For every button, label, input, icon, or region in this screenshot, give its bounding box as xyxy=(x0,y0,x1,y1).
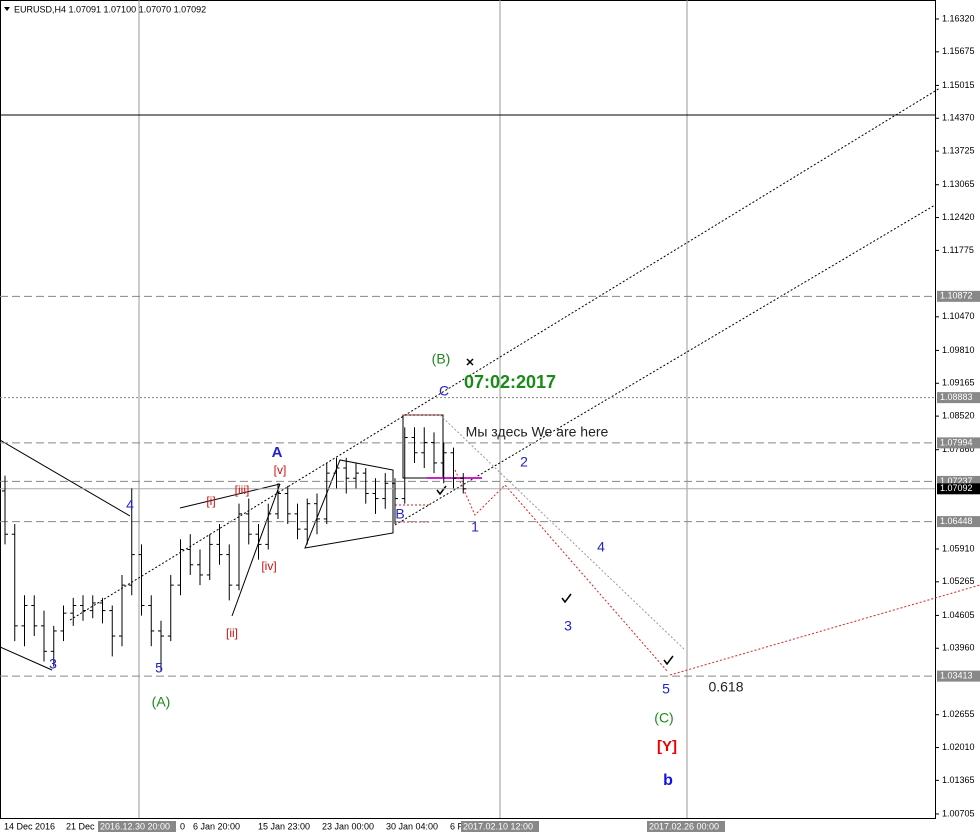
y-tick-label: 1.04605 xyxy=(942,610,975,620)
y-tick-label: 1.03960 xyxy=(942,643,975,653)
level-label-bg xyxy=(937,670,980,682)
x-tick-label: 6 F xyxy=(450,821,464,831)
wave-label: 5 xyxy=(662,681,670,697)
level-label: 1.10872 xyxy=(940,291,973,301)
wave-label: [v] xyxy=(274,463,287,477)
level-label: 1.06448 xyxy=(940,516,973,526)
level-label-bg xyxy=(937,483,980,495)
y-tick-label: 1.05265 xyxy=(942,576,975,586)
x-label-bg xyxy=(461,821,539,832)
level-label-bg xyxy=(937,392,980,404)
wave-label: 07:02:2017 xyxy=(464,372,556,392)
level-label-bg xyxy=(937,475,980,487)
x-tick-label: 2016.12.30 20:00 xyxy=(100,821,170,831)
wave-label: (A) xyxy=(152,694,171,710)
y-tick-label: 1.13725 xyxy=(942,145,975,155)
y-tick-label: 1.09165 xyxy=(942,378,975,388)
y-tick-label: 1.15015 xyxy=(942,80,975,90)
trend-line xyxy=(179,483,281,509)
y-tick-label: 1.12420 xyxy=(942,212,975,222)
plot-frame xyxy=(0,0,936,819)
wave-label: [ii] xyxy=(226,626,238,640)
wave-label: 4 xyxy=(126,497,134,513)
x-tick-label: 15 Jan 23:00 xyxy=(258,821,310,831)
channel-line xyxy=(394,204,936,526)
y-tick-label: 1.15675 xyxy=(942,46,975,56)
wave-label: [iii] xyxy=(235,483,250,497)
trend-line xyxy=(231,483,281,617)
wave-label: [iv] xyxy=(261,559,276,573)
projection xyxy=(669,584,980,676)
x-tick-label: 2017.02.10 12:00 xyxy=(463,821,533,831)
level-label: 1.07092 xyxy=(940,483,973,493)
wave-label: 5 xyxy=(155,660,163,676)
trend-line xyxy=(0,646,53,671)
wave-label: 3 xyxy=(49,656,57,672)
wave-label: (C) xyxy=(654,710,673,726)
y-tick-label: 1.02655 xyxy=(942,709,975,719)
wave-label: B xyxy=(395,506,404,522)
y-tick-label: 1.14370 xyxy=(942,113,975,123)
x-tick-label: 6 Jan 20:00 xyxy=(193,821,240,831)
y-tick-label: 1.09810 xyxy=(942,345,975,355)
y-tick-label: 1.05910 xyxy=(942,543,975,553)
wave-label: Мы здесь We are here xyxy=(466,424,609,440)
x-tick-label: 23 Jan 00:00 xyxy=(322,821,374,831)
projection xyxy=(439,414,686,651)
y-tick-label: 1.13065 xyxy=(942,179,975,189)
projection xyxy=(454,469,669,673)
wave-label: A xyxy=(272,444,283,461)
y-tick-label: 1.07860 xyxy=(942,444,975,454)
level-label-bg xyxy=(937,437,980,449)
x-tick-label: 21 Dec xyxy=(66,821,95,831)
x-tick-label: 30 Jan 04:00 xyxy=(386,821,438,831)
wave-label: 0.618 xyxy=(708,679,743,695)
level-label: 1.08883 xyxy=(940,392,973,402)
y-tick-label: 1.00705 xyxy=(942,808,975,818)
y-tick-label: 1.10470 xyxy=(942,311,975,321)
x-label-bg xyxy=(98,821,176,832)
wave-label: b xyxy=(663,772,673,789)
y-tick-label: 1.11775 xyxy=(942,245,974,255)
trend-line xyxy=(0,439,131,517)
x-tick-label: 0 xyxy=(180,821,185,831)
x-tick-label: 14 Dec 2016 xyxy=(4,821,55,831)
drawings xyxy=(0,87,980,676)
wave-label: 1 xyxy=(471,519,479,535)
channel-line xyxy=(69,87,941,621)
y-tick-label: 1.02010 xyxy=(942,742,975,752)
y-tick-label: 1.08520 xyxy=(942,410,975,420)
wave-label: 3 xyxy=(564,618,572,634)
level-label: 1.07994 xyxy=(940,437,973,447)
level-label: 1.03413 xyxy=(940,670,973,680)
wave-label: 4 xyxy=(597,539,605,555)
chart-header: EURUSD,H4 1.07091 1.07100 1.07070 1.0709… xyxy=(14,4,206,14)
wave-label: [Y] xyxy=(657,738,677,755)
wave-label: 2 xyxy=(520,454,528,470)
cross-mark xyxy=(466,358,474,366)
x-label-bg xyxy=(647,821,725,832)
wave-label: (B) xyxy=(432,351,451,367)
header-arrow xyxy=(4,7,10,11)
x-tick-label: 2017.02.26 00:00 xyxy=(649,821,719,831)
wave-label: [i] xyxy=(206,494,215,508)
y-tick-label: 1.01365 xyxy=(942,775,975,785)
level-label: 1.07237 xyxy=(940,476,973,486)
level-label-bg xyxy=(937,516,980,528)
y-tick-label: 1.16320 xyxy=(942,13,975,23)
triangle xyxy=(304,459,394,549)
level-label-bg xyxy=(937,290,980,302)
wave-label: C xyxy=(439,383,449,399)
